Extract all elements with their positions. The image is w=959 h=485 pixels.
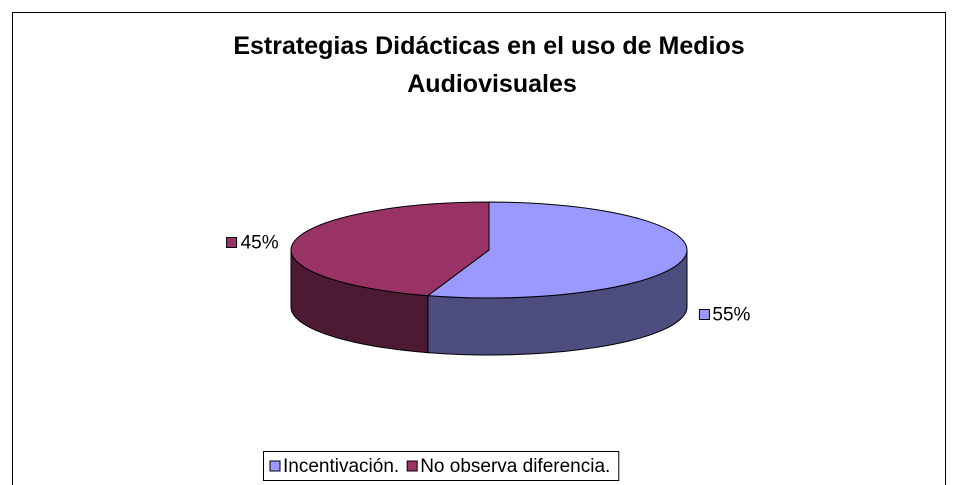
- data-label: 45%: [226, 233, 279, 254]
- slice: [290, 201, 490, 297]
- chart-title: Estrategias Didácticas en el uso de Medi…: [233, 32, 744, 98]
- legend-swatch: [406, 460, 418, 472]
- legend-swatch: [269, 460, 281, 472]
- legend-label: Incentivación.: [283, 456, 399, 477]
- data-label: 55%: [698, 305, 751, 326]
- data-label-text: 45%: [241, 233, 279, 254]
- data-label-text: 55%: [712, 305, 750, 326]
- legend-box: [263, 451, 620, 481]
- legend: Incentivación. No observa diferencia.: [263, 451, 620, 481]
- legend-label: No observa diferencia.: [420, 456, 610, 477]
- label-swatch: [226, 236, 238, 248]
- slice: [426, 201, 688, 299]
- label-swatch: [698, 309, 710, 321]
